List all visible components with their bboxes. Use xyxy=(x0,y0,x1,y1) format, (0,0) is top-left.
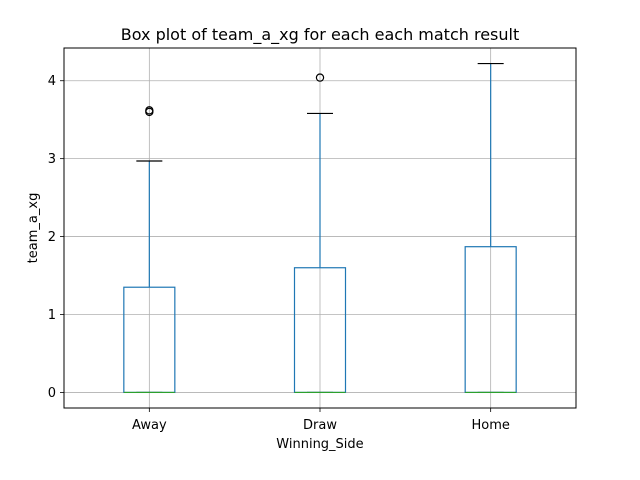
boxes-group xyxy=(123,62,517,394)
y-tick-label: 2 xyxy=(48,230,56,245)
box-draw xyxy=(293,73,347,394)
y-axis-ticks: 0 1 2 3 4 xyxy=(48,74,64,401)
x-tick-label: Draw xyxy=(303,418,337,433)
x-axis-label: Winning_Side xyxy=(276,437,363,452)
outlier-point xyxy=(315,73,325,82)
x-tick-label: Away xyxy=(132,418,167,433)
y-tick-label: 1 xyxy=(48,308,56,323)
outlier-point xyxy=(145,106,154,115)
y-tick-label: 3 xyxy=(48,152,56,167)
y-axis-label: team_a_xg xyxy=(26,193,41,264)
y-tick-label: 0 xyxy=(48,386,56,401)
box-home xyxy=(464,62,517,394)
box-away xyxy=(123,106,176,394)
x-tick-label: Home xyxy=(471,418,509,433)
chart-title: Box plot of team_a_xg for each each matc… xyxy=(121,25,520,45)
y-tick-label: 4 xyxy=(48,74,56,89)
x-axis-ticks: Away Draw Home xyxy=(132,408,510,433)
